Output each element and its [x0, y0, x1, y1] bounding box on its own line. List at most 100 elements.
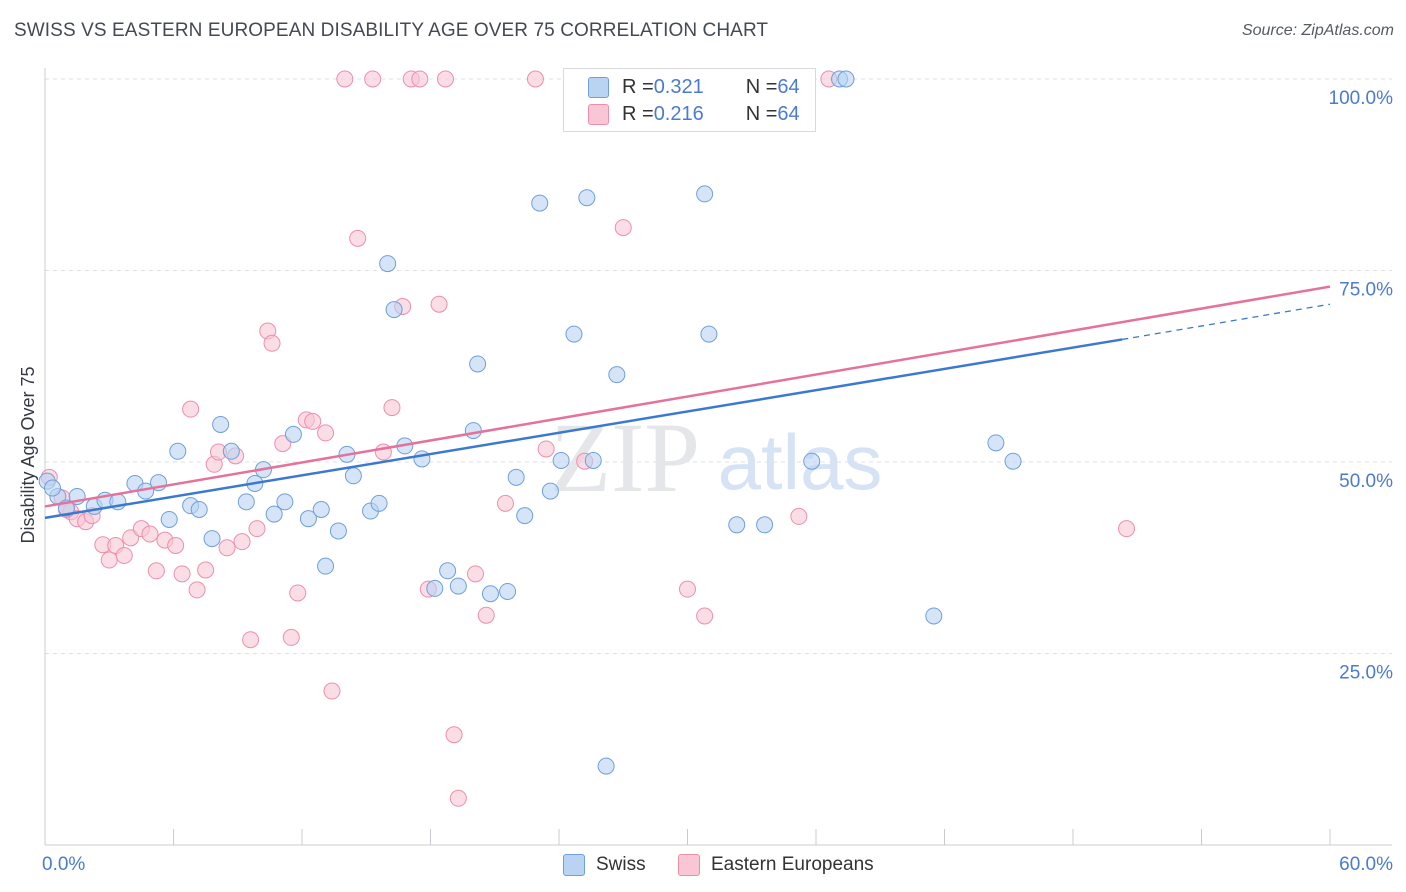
- source-label: Source: ZipAtlas.com: [1241, 22, 1394, 39]
- stats-legend: R = 0.321 N = 64 R = 0.216 N = 64: [563, 68, 816, 132]
- ee-legend-swatch: [678, 854, 700, 876]
- swiss-point: [276, 493, 294, 511]
- swiss-point: [756, 516, 774, 534]
- swiss-point: [803, 452, 821, 470]
- swiss-point: [584, 451, 602, 469]
- ee-point: [167, 536, 185, 554]
- trend-lines: [44, 285, 1331, 520]
- swiss-point: [299, 510, 317, 528]
- ee-point: [696, 607, 714, 625]
- swiss-point: [385, 301, 403, 319]
- swiss-point: [696, 185, 714, 203]
- ee-point: [364, 70, 382, 88]
- ee-n-value: 64: [777, 102, 800, 125]
- y-tick-label: 100.0%: [1329, 88, 1394, 109]
- swiss-point: [284, 425, 302, 443]
- ee-n-label: N =: [745, 102, 778, 125]
- ee-point: [323, 682, 341, 700]
- swiss-trend-line: [44, 338, 1123, 520]
- swiss-point: [43, 479, 61, 497]
- swiss-n-label: N =: [745, 75, 778, 98]
- ee-point: [100, 551, 118, 569]
- swiss-point: [449, 577, 467, 595]
- swiss-n-value: 64: [777, 75, 800, 98]
- swiss-point: [597, 757, 615, 775]
- ee-point: [242, 631, 260, 649]
- ee-point: [436, 70, 454, 88]
- ee-point: [411, 70, 429, 88]
- swiss-point: [469, 355, 487, 373]
- swiss-point: [516, 507, 534, 525]
- ee-r-value: 0.216: [653, 102, 704, 125]
- swiss-point: [552, 451, 570, 469]
- watermark-atlas: atlas: [718, 418, 883, 506]
- swiss-point: [464, 422, 482, 440]
- y-tick-label: 75.0%: [1339, 280, 1393, 301]
- ee-point: [430, 295, 448, 313]
- ee-point: [147, 562, 165, 580]
- tick-labels: 25.0% 50.0% 75.0% 100.0% 0.0% 60.0%: [42, 88, 1393, 875]
- ee-point: [1118, 520, 1136, 538]
- swiss-point: [481, 585, 499, 603]
- swiss-point: [608, 366, 626, 384]
- ee-r-label: R =: [622, 102, 654, 125]
- ee-point: [197, 561, 215, 579]
- y-tick-label: 50.0%: [1339, 471, 1393, 492]
- swiss-legend-swatch: [563, 854, 585, 876]
- ee-trend-line: [44, 285, 1331, 508]
- ee-point: [466, 565, 484, 583]
- swiss-point: [531, 194, 549, 212]
- ee-legend-label: Eastern Europeans: [711, 854, 874, 875]
- swiss-legend-label: Swiss: [596, 854, 646, 875]
- swiss-point: [312, 500, 330, 518]
- legend-item-ee: Eastern Europeans: [678, 852, 874, 878]
- ee-swatch: [588, 103, 609, 125]
- ee-point: [477, 606, 495, 624]
- ee-point: [115, 546, 133, 564]
- ee-point: [188, 581, 206, 599]
- swiss-point: [222, 442, 240, 460]
- ee-point: [282, 628, 300, 646]
- ee-point: [383, 399, 401, 417]
- grid: [45, 78, 1392, 654]
- ee-point: [336, 70, 354, 88]
- swiss-point: [439, 562, 457, 580]
- ee-point: [445, 726, 463, 744]
- swiss-point: [925, 607, 943, 625]
- swiss-point: [700, 325, 718, 343]
- swiss-point: [507, 468, 525, 486]
- ee-point: [304, 412, 322, 430]
- ee-point: [526, 70, 544, 88]
- swiss-point: [499, 582, 517, 600]
- ee-point: [289, 584, 307, 602]
- ee-point: [218, 539, 236, 557]
- swiss-trend-extension: [1122, 303, 1331, 341]
- swiss-point: [317, 557, 335, 575]
- ee-point: [263, 334, 281, 352]
- legend-item-swiss: Swiss: [563, 852, 646, 878]
- swiss-point: [160, 510, 178, 528]
- y-axis-label: Disability Age Over 75: [18, 366, 38, 543]
- swiss-r-value: 0.321: [653, 75, 704, 98]
- ee-point: [233, 533, 251, 551]
- legend-row-ee: R = 0.216 N = 64: [588, 102, 800, 126]
- swiss-point: [212, 415, 230, 433]
- ee-point: [679, 580, 696, 598]
- chart-title: SWISS VS EASTERN EUROPEAN DISABILITY AGE…: [14, 20, 769, 41]
- swiss-point: [987, 434, 1005, 452]
- watermark-zip: ZIP: [550, 402, 700, 513]
- swiss-point: [379, 255, 397, 273]
- swiss-point: [329, 522, 347, 540]
- legend-row-swiss: R = 0.321 N = 64: [588, 75, 800, 99]
- swiss-r-label: R =: [622, 75, 654, 98]
- swiss-point: [541, 482, 559, 500]
- ee-point: [317, 424, 335, 442]
- x-tick-label-max: 60.0%: [1339, 854, 1393, 875]
- ee-point: [182, 400, 200, 418]
- swiss-swatch: [588, 76, 609, 98]
- swiss-point: [370, 494, 388, 512]
- ee-point: [349, 229, 367, 247]
- x-tick-label-min: 0.0%: [42, 854, 85, 875]
- ee-point: [537, 440, 555, 458]
- swiss-point: [1004, 452, 1022, 470]
